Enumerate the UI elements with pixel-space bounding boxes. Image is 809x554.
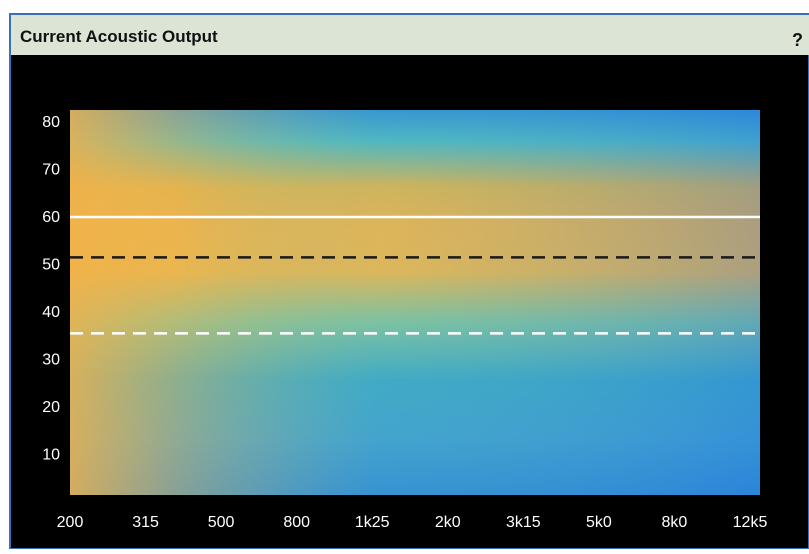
y-tick-label: 20 [42, 399, 60, 416]
y-tick-label: 30 [42, 352, 60, 369]
y-tick-label: 80 [42, 114, 60, 131]
x-tick-label: 500 [208, 514, 235, 531]
x-tick-label: 12k5 [733, 514, 768, 531]
title-bar [11, 15, 809, 55]
help-button[interactable]: ? [792, 30, 803, 50]
x-tick-label: 3k15 [506, 514, 541, 531]
y-tick-label: 40 [42, 304, 60, 321]
y-tick-label: 50 [42, 256, 60, 273]
y-tick-label: 70 [42, 161, 60, 178]
x-tick-label: 2k0 [435, 514, 461, 531]
y-tick-label: 10 [42, 447, 60, 464]
window-title: Current Acoustic Output [20, 27, 218, 46]
heatmap-shade [70, 110, 760, 495]
heatmap [70, 110, 760, 495]
x-tick-label: 1k25 [355, 514, 390, 531]
x-tick-label: 315 [132, 514, 159, 531]
x-tick-label: 5k0 [586, 514, 612, 531]
x-tick-label: 800 [283, 514, 310, 531]
x-tick-label: 200 [57, 514, 84, 531]
y-tick-label: 60 [42, 209, 60, 226]
x-tick-label: 8k0 [662, 514, 688, 531]
